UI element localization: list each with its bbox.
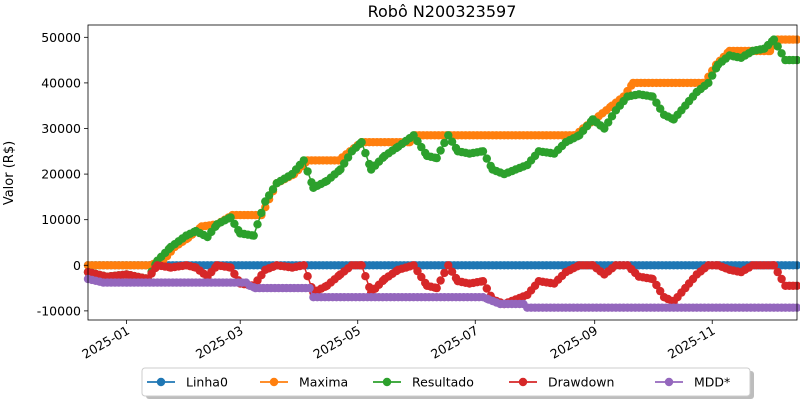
x-tick-label: 2025-01	[79, 323, 132, 362]
data-point	[792, 261, 800, 270]
data-point	[444, 131, 453, 140]
data-point	[656, 286, 665, 296]
data-point	[652, 280, 661, 290]
data-point	[357, 261, 366, 270]
legend-label: Maxima	[299, 375, 348, 390]
legend-swatch-marker	[269, 377, 279, 387]
data-point	[656, 104, 665, 113]
series-mdd	[83, 274, 800, 312]
y-tick-label: 50000	[41, 30, 81, 45]
legend-item: MDD*	[655, 375, 730, 390]
data-point	[361, 272, 370, 281]
data-point	[264, 191, 274, 200]
data-point	[303, 167, 312, 176]
data-point	[708, 71, 717, 80]
x-tick-label: 2025-09	[547, 323, 600, 362]
data-point	[253, 220, 262, 229]
data-point	[482, 284, 491, 293]
y-tick-label: 30000	[41, 121, 81, 136]
data-point	[792, 55, 800, 65]
data-point	[409, 131, 418, 140]
legend-item: Linha0	[147, 375, 228, 390]
legend-swatch-marker	[382, 377, 392, 387]
legend-label: Linha0	[186, 375, 228, 390]
legend-swatch-marker	[518, 377, 528, 387]
y-tick-label: 0	[73, 258, 81, 273]
legend-label: MDD*	[694, 375, 730, 390]
plot-frame	[87, 24, 798, 321]
data-point	[777, 49, 786, 58]
data-point	[268, 185, 278, 194]
data-point	[600, 124, 609, 133]
data-point	[648, 92, 657, 101]
legend: Linha0 Maxima Resultado Drawdown MDD*	[141, 367, 754, 399]
data-point	[447, 137, 457, 146]
data-point	[652, 98, 661, 107]
series-layer	[83, 35, 800, 312]
series-resultado	[83, 35, 800, 284]
data-point	[299, 156, 308, 165]
data-point	[478, 277, 488, 286]
legend-label: Resultado	[412, 375, 474, 390]
data-point	[478, 147, 488, 156]
data-point	[257, 208, 266, 218]
data-point	[230, 219, 239, 228]
data-point	[305, 283, 314, 293]
data-point	[299, 261, 308, 270]
data-point	[340, 159, 349, 168]
data-point	[432, 283, 441, 293]
data-point	[436, 146, 445, 155]
x-tick-label: 2025-05	[310, 323, 363, 362]
y-tick-label: 20000	[41, 167, 81, 182]
legend-swatch-marker	[664, 377, 674, 387]
x-tick-label: 2025-11	[665, 323, 718, 362]
data-point	[444, 261, 453, 270]
data-point	[792, 35, 800, 44]
data-point	[417, 272, 426, 282]
legend-item: Maxima	[260, 375, 348, 390]
data-point	[249, 231, 258, 240]
legend-box	[141, 367, 751, 397]
data-point	[704, 78, 713, 88]
data-point	[226, 213, 235, 222]
data-point	[482, 154, 491, 163]
data-point	[604, 118, 613, 127]
data-point	[432, 153, 441, 163]
x-tick-label: 2025-03	[193, 323, 246, 362]
data-point	[447, 267, 457, 276]
data-point	[357, 138, 366, 147]
data-point	[440, 268, 449, 278]
data-point	[440, 138, 449, 148]
data-point	[777, 274, 786, 284]
series-line	[87, 38, 797, 280]
x-tick-label: 2025-07	[428, 323, 481, 362]
y-tick-label: 40000	[41, 75, 81, 90]
legend-swatch-marker	[156, 377, 166, 387]
data-point	[361, 148, 370, 158]
y-tick-label: 10000	[41, 212, 81, 227]
data-point	[343, 153, 353, 162]
legend-label: Drawdown	[548, 375, 614, 390]
legend-item: Resultado	[373, 375, 474, 390]
data-point	[773, 42, 782, 51]
y-axis-label: Valor (R$)	[2, 141, 17, 205]
data-point	[769, 35, 779, 44]
data-point	[648, 274, 657, 284]
data-point	[792, 281, 800, 290]
data-point	[226, 263, 235, 272]
data-point	[607, 112, 617, 121]
data-point	[773, 267, 782, 277]
data-point	[792, 303, 800, 312]
legend-item: Drawdown	[509, 375, 614, 390]
data-point	[436, 276, 445, 285]
chart-title: Robô N200323597	[368, 2, 517, 21]
y-tick-label: -10000	[37, 303, 81, 318]
data-point	[261, 197, 270, 206]
data-point	[230, 269, 239, 279]
data-point	[336, 165, 345, 174]
data-point	[769, 261, 779, 270]
data-point	[303, 272, 312, 281]
